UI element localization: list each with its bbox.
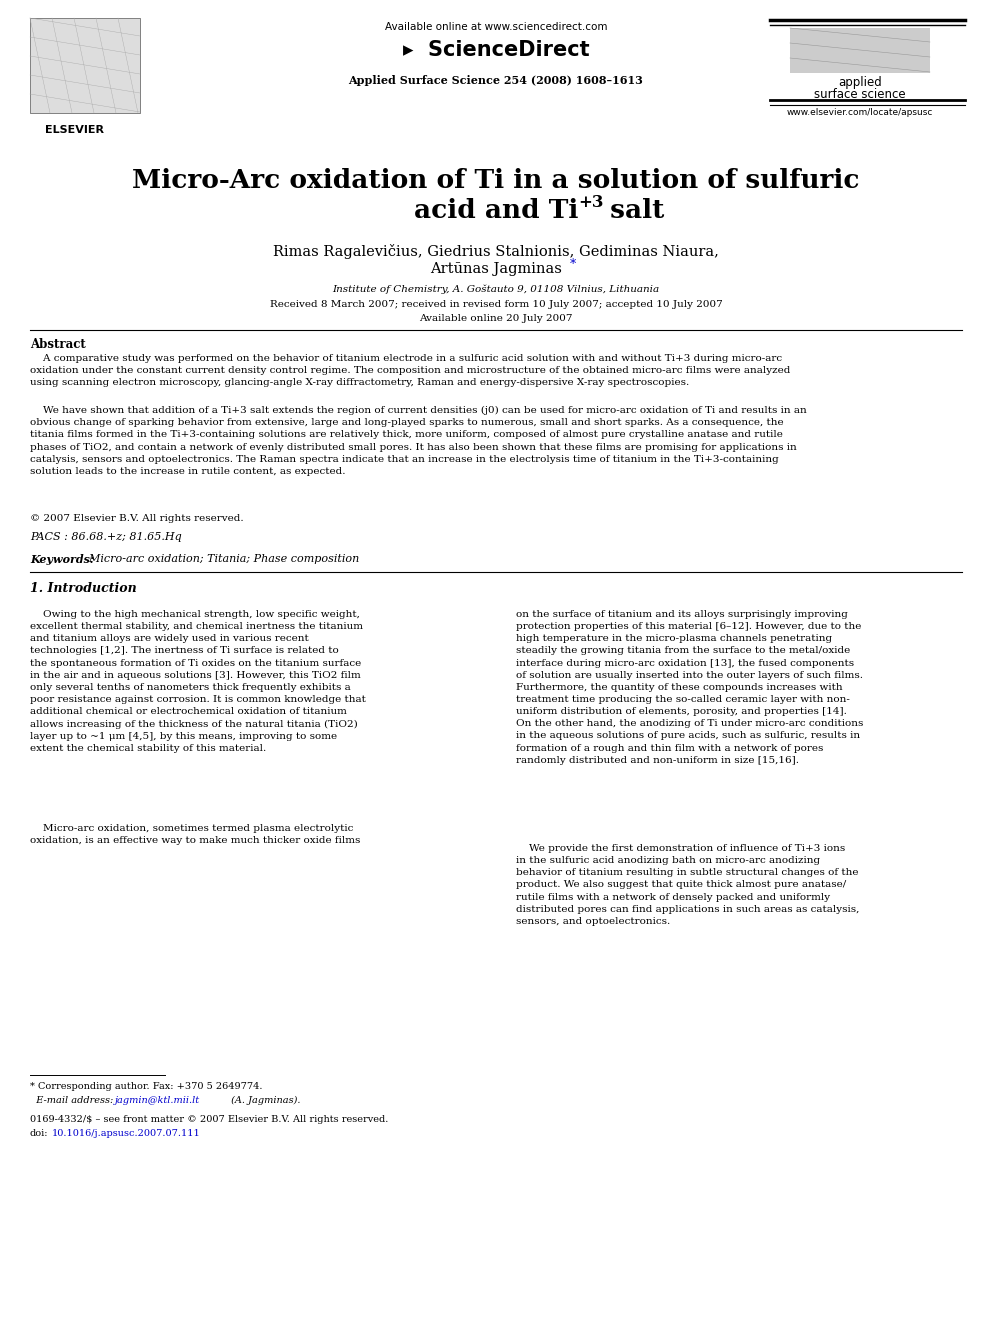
Text: ELSEVIER: ELSEVIER	[46, 124, 104, 135]
Text: salt: salt	[601, 198, 665, 224]
Text: 10.1016/j.apsusc.2007.07.111: 10.1016/j.apsusc.2007.07.111	[52, 1129, 200, 1138]
Text: Owing to the high mechanical strength, low specific weight,
excellent thermal st: Owing to the high mechanical strength, l…	[30, 610, 366, 753]
Text: applied: applied	[838, 75, 882, 89]
Text: 0169-4332/$ – see front matter © 2007 Elsevier B.V. All rights reserved.: 0169-4332/$ – see front matter © 2007 El…	[30, 1115, 389, 1125]
Text: 1. Introduction: 1. Introduction	[30, 582, 137, 595]
Text: (A. Jagminas).: (A. Jagminas).	[228, 1095, 301, 1105]
Text: Artūnas Jagminas: Artūnas Jagminas	[431, 262, 561, 277]
Text: Institute of Chemistry, A. Goštauto 9, 01108 Vilnius, Lithuania: Institute of Chemistry, A. Goštauto 9, 0…	[332, 284, 660, 295]
Text: PACS : 86.68.+z; 81.65.Hq: PACS : 86.68.+z; 81.65.Hq	[30, 532, 182, 542]
Text: www.elsevier.com/locate/apsusc: www.elsevier.com/locate/apsusc	[787, 108, 933, 116]
Text: Available online at www.sciencedirect.com: Available online at www.sciencedirect.co…	[385, 22, 607, 32]
Text: A comparative study was performed on the behavior of titanium electrode in a sul: A comparative study was performed on the…	[30, 355, 791, 388]
Text: acid and Ti: acid and Ti	[414, 198, 578, 224]
Text: E-mail address:: E-mail address:	[30, 1095, 116, 1105]
Text: Abstract: Abstract	[30, 337, 85, 351]
Text: We have shown that addition of a Ti+3 salt extends the region of current densiti: We have shown that addition of a Ti+3 sa…	[30, 406, 806, 476]
Text: on the surface of titanium and its alloys surprisingly improving
protection prop: on the surface of titanium and its alloy…	[516, 610, 863, 765]
Text: surface science: surface science	[814, 89, 906, 101]
Text: doi:: doi:	[30, 1129, 49, 1138]
Text: Micro-arc oxidation, sometimes termed plasma electrolytic
oxidation, is an effec: Micro-arc oxidation, sometimes termed pl…	[30, 824, 360, 845]
Text: Micro-arc oxidation; Titania; Phase composition: Micro-arc oxidation; Titania; Phase comp…	[82, 554, 359, 564]
Text: jagmin@ktl.mii.lt: jagmin@ktl.mii.lt	[115, 1095, 200, 1105]
Text: Keywords:: Keywords:	[30, 554, 94, 565]
Text: ▸  ScienceDirect: ▸ ScienceDirect	[403, 40, 589, 60]
Text: * Corresponding author. Fax: +370 5 2649774.: * Corresponding author. Fax: +370 5 2649…	[30, 1082, 263, 1091]
Text: Micro-Arc oxidation of Ti in a solution of sulfuric: Micro-Arc oxidation of Ti in a solution …	[132, 168, 860, 193]
Text: *: *	[570, 258, 576, 271]
Text: Available online 20 July 2007: Available online 20 July 2007	[420, 314, 572, 323]
Text: © 2007 Elsevier B.V. All rights reserved.: © 2007 Elsevier B.V. All rights reserved…	[30, 515, 244, 523]
Text: Received 8 March 2007; received in revised form 10 July 2007; accepted 10 July 2: Received 8 March 2007; received in revis…	[270, 300, 722, 310]
Text: +3: +3	[578, 194, 603, 210]
Bar	[30, 19, 140, 112]
Bar	[790, 28, 930, 73]
Text: We provide the first demonstration of influence of Ti+3 ions
in the sulfuric aci: We provide the first demonstration of in…	[516, 844, 859, 926]
Text: Rimas Ragalevičius, Giedrius Stalnionis, Gediminas Niaura,: Rimas Ragalevičius, Giedrius Stalnionis,…	[273, 243, 719, 259]
Text: Applied Surface Science 254 (2008) 1608–1613: Applied Surface Science 254 (2008) 1608–…	[348, 75, 644, 86]
